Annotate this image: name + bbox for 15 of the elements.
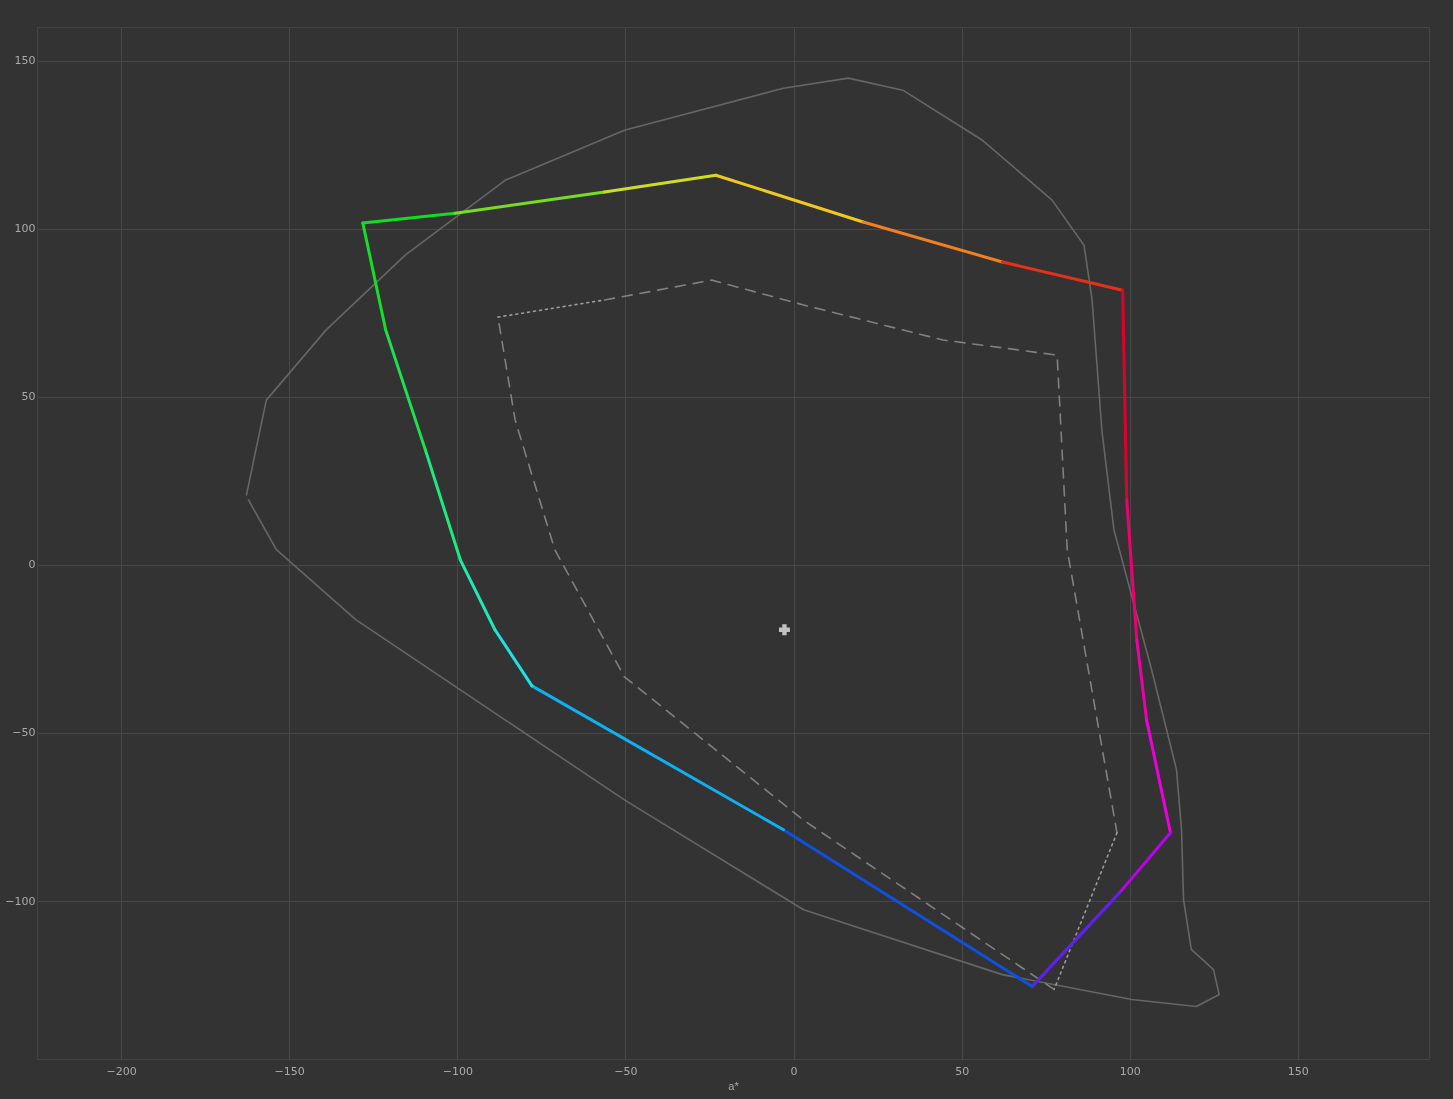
y-tick-label: 150 — [14, 54, 36, 68]
x-tick-label: −100 — [442, 1064, 473, 1078]
y-tick-label: 0 — [28, 558, 36, 572]
x-tick-label: −50 — [614, 1064, 638, 1078]
x-tick-label: 50 — [955, 1064, 970, 1078]
x-tick-label: −200 — [106, 1064, 137, 1078]
y-tick-label: −100 — [5, 894, 36, 908]
x-tick-label: 100 — [1119, 1064, 1141, 1078]
y-tick-label: 100 — [14, 222, 36, 236]
y-tick-label: 50 — [21, 390, 36, 404]
x-tick-label: −150 — [274, 1064, 305, 1078]
x-tick-label: 0 — [790, 1064, 798, 1078]
x-tick-label: 150 — [1287, 1064, 1309, 1078]
x-axis-title: a* — [728, 1079, 740, 1092]
y-tick-label: −50 — [12, 726, 36, 740]
